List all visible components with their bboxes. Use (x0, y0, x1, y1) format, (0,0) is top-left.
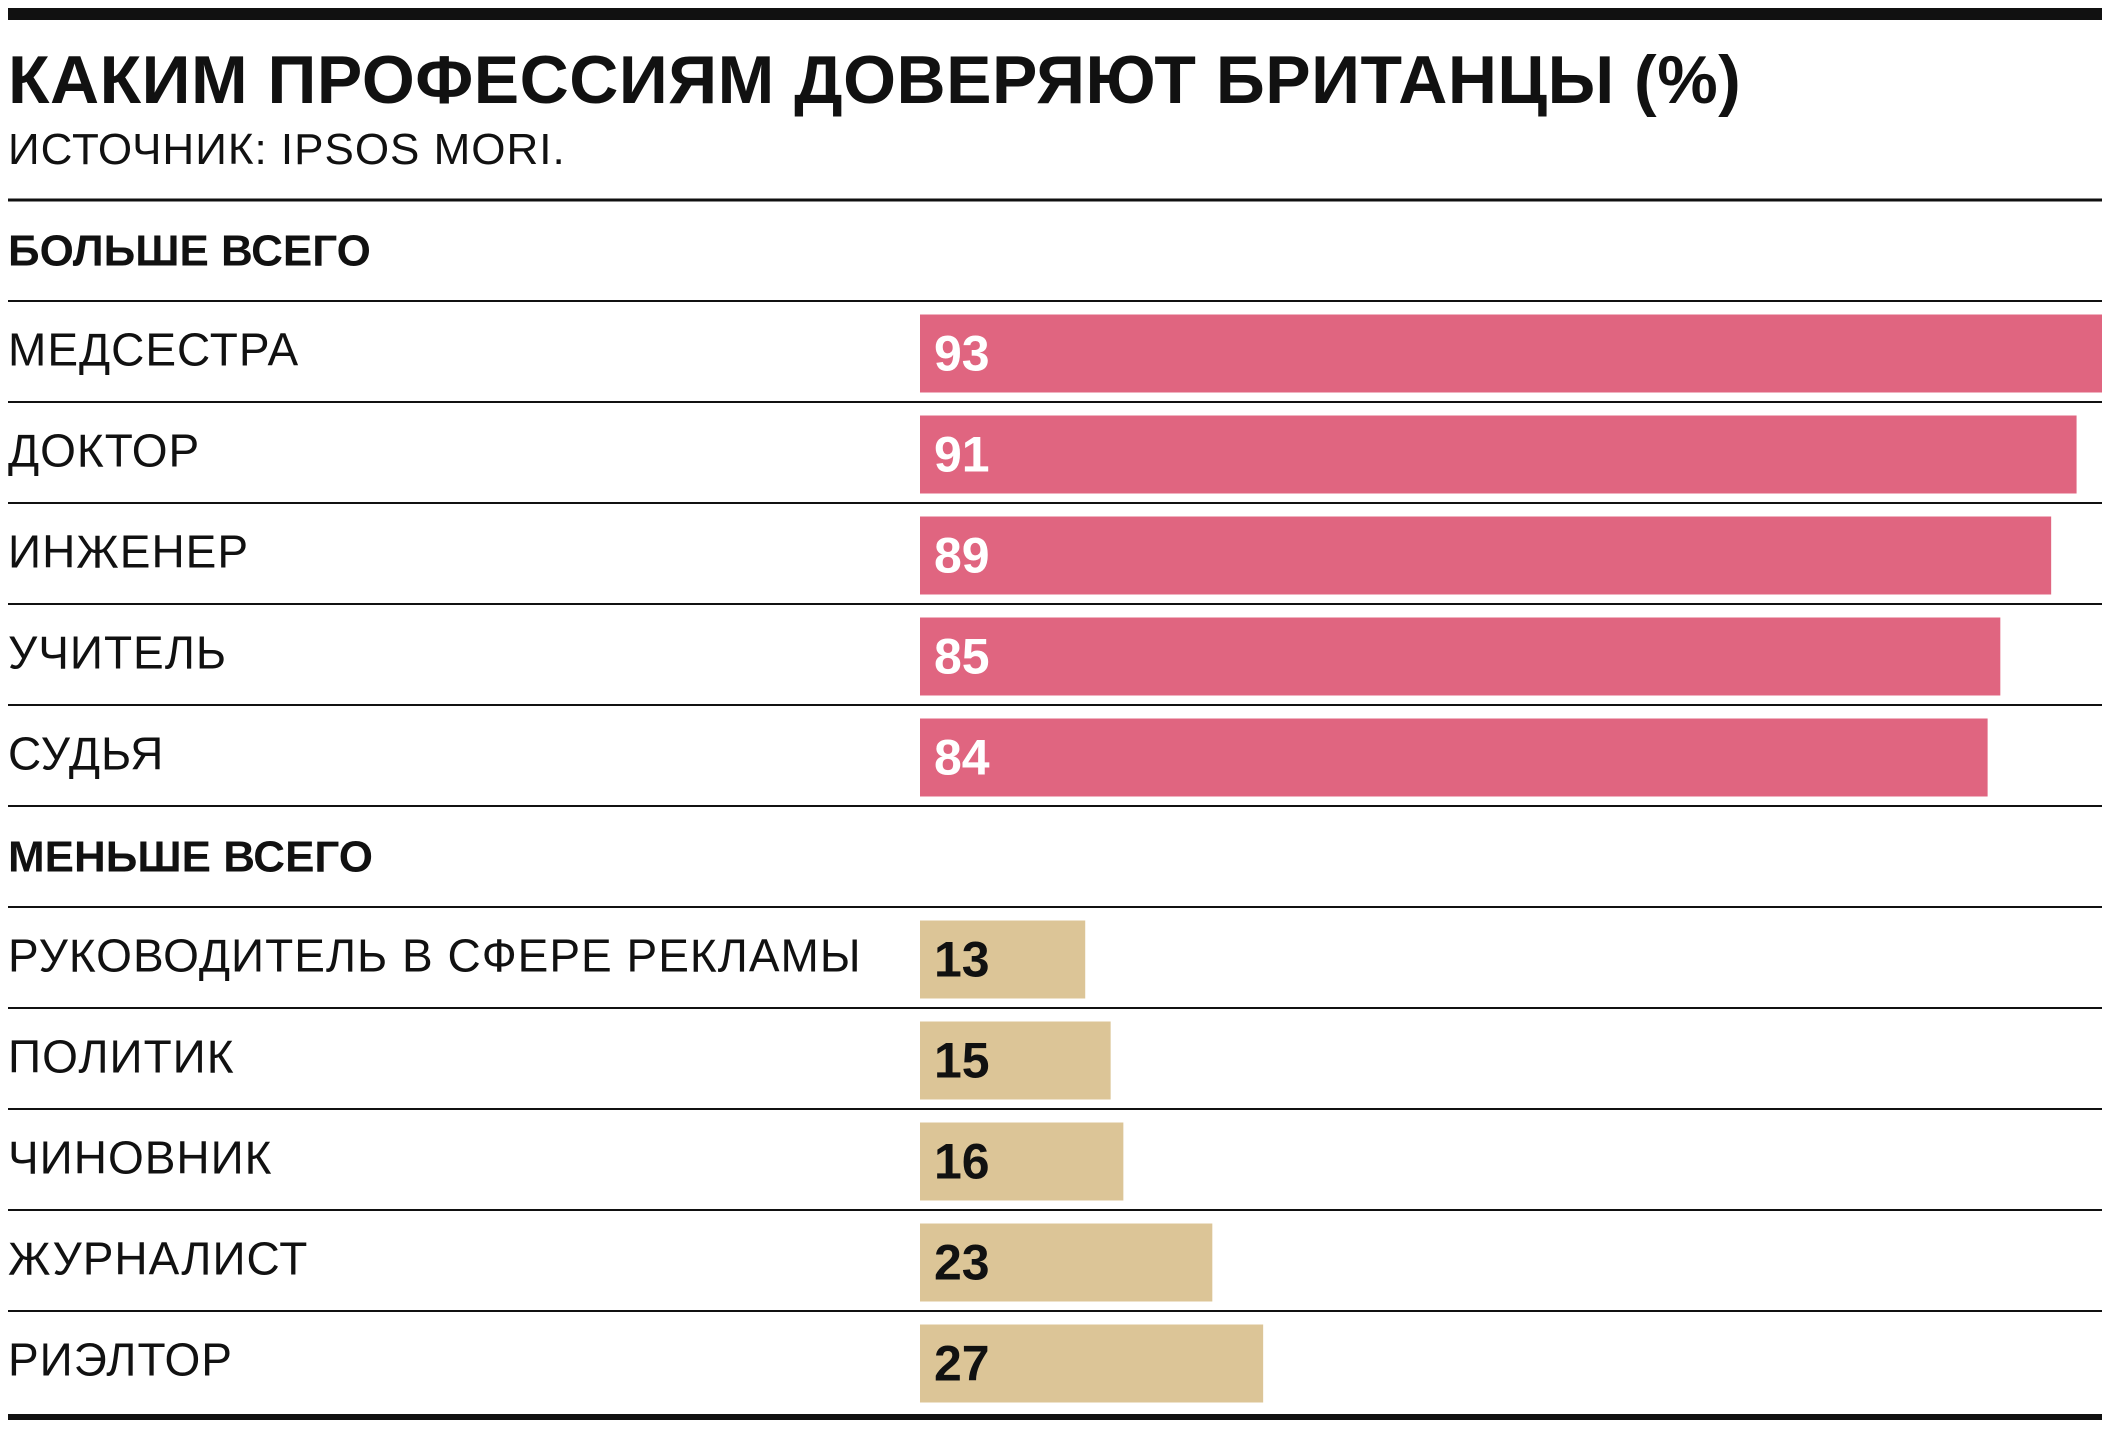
group-heading: МЕНЬШЕ ВСЕГО (8, 833, 373, 882)
category-label: МЕДСЕСТРА (8, 324, 299, 376)
bar-value-label: 89 (934, 528, 990, 584)
bar (920, 718, 1988, 797)
chart-title: КАКИМ ПРОФЕССИЯМ ДОВЕРЯЮТ БРИТАНЦЫ (%) (8, 42, 1742, 118)
bar-value-label: 85 (934, 629, 990, 685)
bar (920, 516, 2052, 595)
group-heading: БОЛЬШЕ ВСЕГО (8, 227, 371, 276)
chart-source: ИСТОЧНИК: IPSOS MORI. (8, 125, 566, 174)
bar (920, 617, 2001, 696)
bar-value-label: 27 (934, 1336, 990, 1392)
bar-value-label: 23 (934, 1235, 990, 1291)
bottom-rule (8, 1414, 2102, 1420)
bar-value-label: 15 (934, 1033, 990, 1089)
category-label: ДОКТОР (8, 425, 200, 477)
bar (920, 920, 1086, 999)
bar-value-label: 93 (934, 326, 990, 382)
category-label: ИНЖЕНЕР (8, 526, 249, 578)
category-label: СУДЬЯ (8, 728, 164, 780)
category-label: РУКОВОДИТЕЛЬ В СФЕРЕ РЕКЛАМЫ (8, 930, 862, 982)
bar (920, 415, 2077, 494)
category-label: ПОЛИТИК (8, 1031, 235, 1083)
category-label: ЧИНОВНИК (8, 1132, 272, 1184)
bar (920, 1324, 1264, 1403)
bar-value-label: 16 (934, 1134, 990, 1190)
bar-value-label: 13 (934, 932, 990, 988)
category-label: УЧИТЕЛЬ (8, 627, 227, 679)
bar (920, 1021, 1111, 1100)
category-label: ЖУРНАЛИСТ (8, 1233, 308, 1285)
bar (920, 314, 2102, 393)
bar-value-label: 84 (934, 730, 990, 786)
bar (920, 1223, 1213, 1302)
category-label: РИЭЛТОР (8, 1334, 233, 1386)
bar-value-label: 91 (934, 427, 990, 483)
top-rule (8, 8, 2102, 20)
bar (920, 1122, 1124, 1201)
